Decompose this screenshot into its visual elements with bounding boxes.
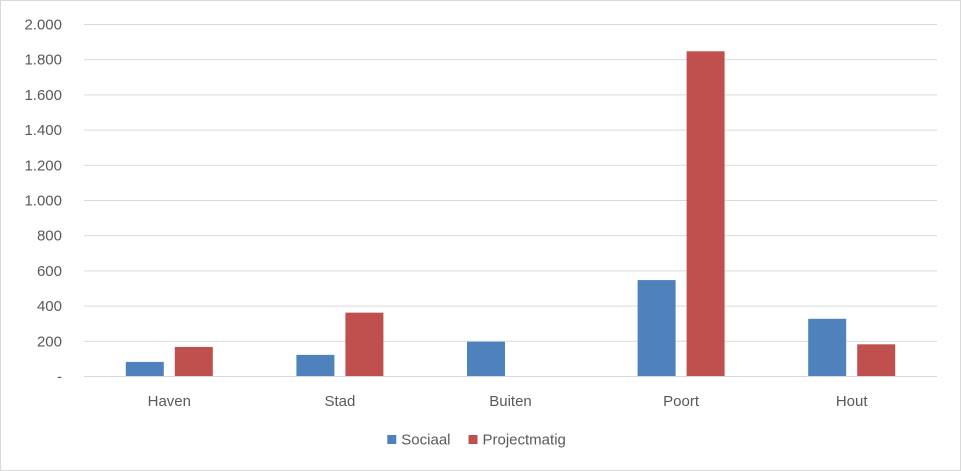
legend-item-sociaal: Sociaal xyxy=(387,432,451,449)
y-tick-label: 1.200 xyxy=(24,157,62,174)
bar-sociaal-hout xyxy=(808,318,847,376)
bar-projectmatig-poort xyxy=(686,51,725,376)
y-tick-label: 600 xyxy=(37,263,62,280)
bar-sociaal-buiten xyxy=(467,341,505,376)
gridlines xyxy=(84,24,937,377)
y-tick-label: 400 xyxy=(37,298,62,315)
legend-label: Sociaal xyxy=(401,432,450,449)
y-tick-label: 1.800 xyxy=(24,52,62,69)
y-tick-label: 200 xyxy=(37,333,62,350)
legend-swatch xyxy=(468,435,478,444)
bar-projectmatig-haven xyxy=(174,346,213,376)
x-tick-label: Poort xyxy=(663,393,700,410)
y-tick-label: 800 xyxy=(37,228,62,245)
x-tick-label: Hout xyxy=(836,393,869,410)
x-tick-label: Haven xyxy=(148,393,191,410)
y-tick-label: 1.400 xyxy=(24,122,62,139)
legend-label: Projectmatig xyxy=(483,432,566,449)
x-tick-label: Stad xyxy=(324,393,355,410)
bar-sociaal-poort xyxy=(637,280,676,376)
bars xyxy=(125,51,896,376)
y-tick-label: 1.000 xyxy=(24,193,62,210)
y-axis-tick-labels: - 200 400 600 800 1.000 1.200 1.400 1.600 1.800 2.… xyxy=(24,17,62,386)
bar-sociaal-stad xyxy=(296,354,335,376)
bar-sociaal-haven xyxy=(125,361,164,376)
bar-projectmatig-stad xyxy=(345,312,384,376)
x-tick-label: Buiten xyxy=(489,393,532,410)
legend: Sociaal Projectmatig xyxy=(387,432,566,449)
legend-item-projectmatig: Projectmatig xyxy=(468,432,566,449)
legend-swatch xyxy=(387,435,397,444)
y-tick-label: 2.000 xyxy=(24,17,62,34)
y-tick-label: 1.600 xyxy=(24,87,62,104)
bar-projectmatig-hout xyxy=(857,344,896,376)
y-tick-label: - xyxy=(57,369,62,386)
x-axis-tick-labels: Haven Stad Buiten Poort Hout xyxy=(148,393,869,410)
